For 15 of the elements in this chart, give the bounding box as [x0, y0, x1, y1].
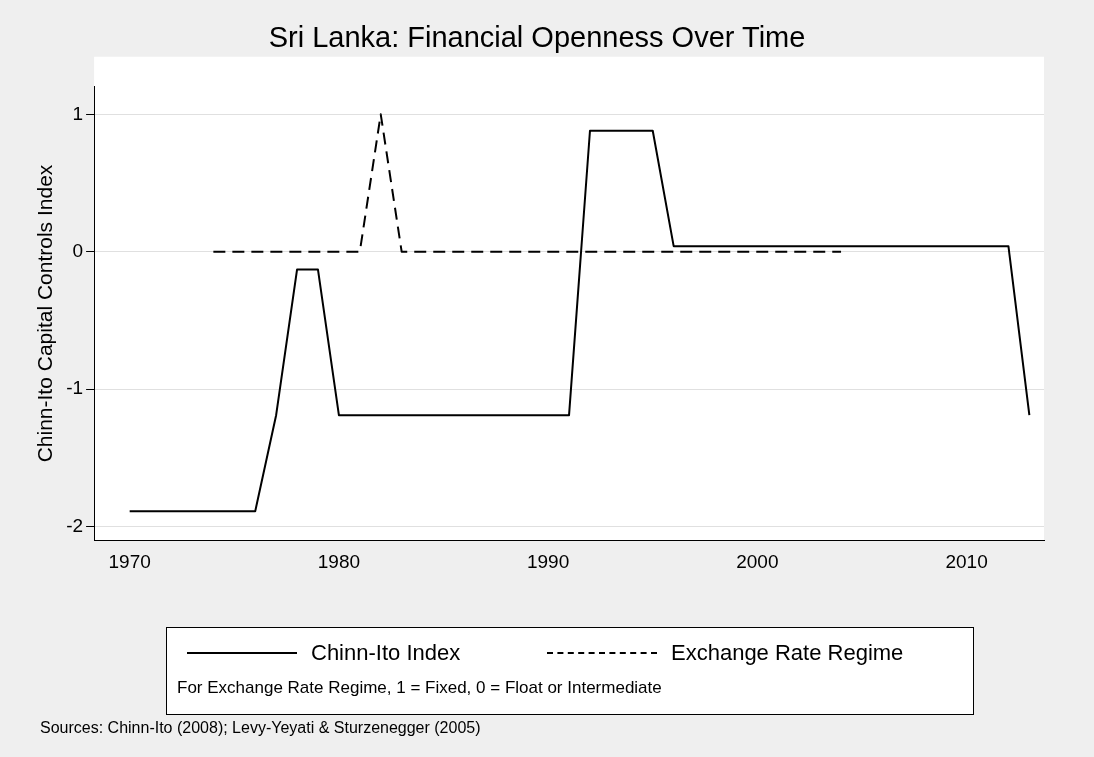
chart-title: Sri Lanka: Financial Openness Over Time — [268, 21, 806, 54]
y-axis-title: Chinn-Ito Capital Controls Index — [33, 164, 57, 463]
source-note: Sources: Chinn-Ito (2008); Levy-Yeyati & Sturzenegger (2005) — [40, 719, 481, 737]
x-tick-label: 1970 — [108, 550, 151, 572]
y-tick-label: -2 — [66, 514, 84, 536]
x-tick-label: 1980 — [317, 550, 361, 572]
y-tick-label: -1 — [66, 377, 84, 399]
x-tick-label: 1990 — [526, 550, 570, 572]
legend-label: Exchange Rate Regime — [671, 640, 904, 666]
y-tick-label: 0 — [72, 239, 84, 261]
legend-label: Chinn-Ito Index — [311, 640, 461, 666]
y-tick-label: 1 — [72, 102, 84, 124]
x-tick-label: 2010 — [945, 550, 988, 572]
text: For Exchange Rate Regime, 1 = Fixed, 0 = Float or Intermediate — [177, 678, 662, 698]
x-tick-label: 2000 — [736, 550, 779, 572]
